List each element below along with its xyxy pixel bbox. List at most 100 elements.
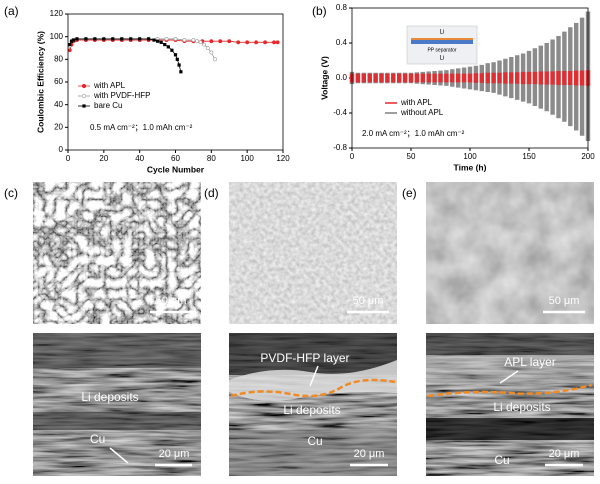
marker — [67, 48, 72, 53]
legend-marker — [81, 93, 87, 99]
inset-layer — [411, 40, 473, 44]
y-tick-label: 0.0 — [336, 73, 348, 82]
scale-label: 50 μm — [549, 295, 580, 307]
x-tick-label: 120 — [276, 154, 290, 163]
y-axis-title: Voltage (V) — [319, 56, 329, 100]
marker — [177, 63, 181, 67]
series-line — [69, 39, 278, 51]
annotation: 0.5 mA cm⁻²；1.0 mAh cm⁻² — [90, 123, 193, 132]
marker — [155, 39, 160, 43]
sem-image — [229, 182, 397, 324]
marker — [75, 37, 79, 41]
annotation: Cu — [494, 453, 509, 467]
annotation: Li deposits — [81, 390, 138, 404]
x-axis-title: Cycle Number — [147, 164, 205, 174]
marker — [147, 37, 151, 41]
marker — [129, 37, 133, 41]
panel-label: (e) — [402, 186, 417, 200]
y-tick-label: -0.4 — [333, 108, 347, 117]
legend-label: with APL — [400, 98, 433, 107]
marker — [272, 40, 276, 45]
marker — [111, 37, 115, 41]
y-tick-label: 0.4 — [336, 38, 348, 47]
marker — [218, 39, 223, 44]
scale-label: 20 μm — [354, 448, 385, 460]
polymer-layer — [426, 355, 594, 383]
y-tick-label: 60 — [54, 77, 63, 86]
substrate — [229, 430, 397, 476]
y-tick-label: -0.8 — [333, 143, 347, 152]
marker — [213, 57, 217, 62]
marker — [209, 50, 214, 55]
inset-label: PP separator — [427, 47, 456, 53]
background — [426, 333, 594, 355]
marker — [209, 39, 214, 44]
x-tick-label: 20 — [99, 154, 108, 163]
x-tick-label: 60 — [171, 154, 180, 163]
x-tick-label: 0 — [66, 154, 71, 163]
scale-label: 50 μm — [353, 295, 384, 307]
plot-frame — [67, 13, 284, 151]
marker — [152, 38, 156, 42]
annotation: Li deposits — [493, 400, 550, 414]
series-line — [69, 38, 182, 72]
arrow — [499, 370, 519, 384]
x-tick-label: 0 — [350, 152, 355, 161]
legend-marker — [82, 104, 86, 108]
marker — [93, 37, 97, 41]
panel-label: (b) — [312, 4, 327, 18]
interface — [33, 412, 201, 430]
sem-image — [426, 182, 594, 324]
panel-label: (a) — [4, 4, 19, 18]
gap — [426, 418, 594, 440]
marker — [164, 37, 169, 41]
x-tick-label: 80 — [207, 154, 216, 163]
marker — [69, 39, 74, 43]
y-tick-label: 0.8 — [336, 3, 348, 12]
background — [229, 333, 397, 375]
marker — [71, 38, 75, 42]
marker — [195, 39, 199, 44]
x-tick-label: 200 — [581, 152, 595, 161]
marker — [120, 37, 124, 41]
marker — [163, 43, 167, 47]
marker — [263, 40, 267, 45]
legend-marker — [81, 83, 87, 89]
legend-label: without APL — [400, 108, 444, 117]
marker — [175, 57, 179, 61]
legend-label: with PVDF-HFP — [93, 91, 150, 100]
x-tick-label: 100 — [240, 154, 254, 163]
y-axis-title: Coulombic Efficiency (%) — [35, 31, 45, 133]
marker — [159, 40, 163, 44]
inset-box — [406, 25, 478, 65]
interface-line — [230, 378, 396, 398]
legend-label: with APL — [93, 81, 126, 90]
marker — [166, 45, 170, 49]
marker — [202, 42, 207, 47]
plot-frame — [351, 7, 589, 149]
annotation: PVDF-HFP layer — [260, 351, 349, 365]
marker — [198, 40, 203, 45]
legend-label: bare Cu — [94, 101, 122, 110]
sem-image — [426, 333, 594, 476]
marker — [173, 53, 178, 57]
y-tick-label: 20 — [54, 122, 63, 131]
scale-label: 20 μm — [159, 448, 190, 460]
background — [33, 333, 201, 368]
panel-label: (d) — [204, 186, 219, 200]
x-tick-label: 40 — [135, 154, 144, 163]
x-tick-label: 100 — [463, 152, 477, 161]
marker — [275, 40, 280, 45]
annotation: APL layer — [504, 355, 556, 369]
annotation: Li deposits — [283, 403, 340, 417]
scale-label: 20 μm — [549, 448, 580, 460]
panel-label: (c) — [4, 186, 18, 200]
y-tick-label: 100 — [50, 32, 64, 41]
marker — [236, 40, 241, 45]
y-tick-label: 80 — [54, 54, 63, 63]
x-tick-label: 50 — [407, 152, 416, 161]
annotation: Cu — [90, 432, 105, 446]
sem-image — [33, 182, 201, 324]
